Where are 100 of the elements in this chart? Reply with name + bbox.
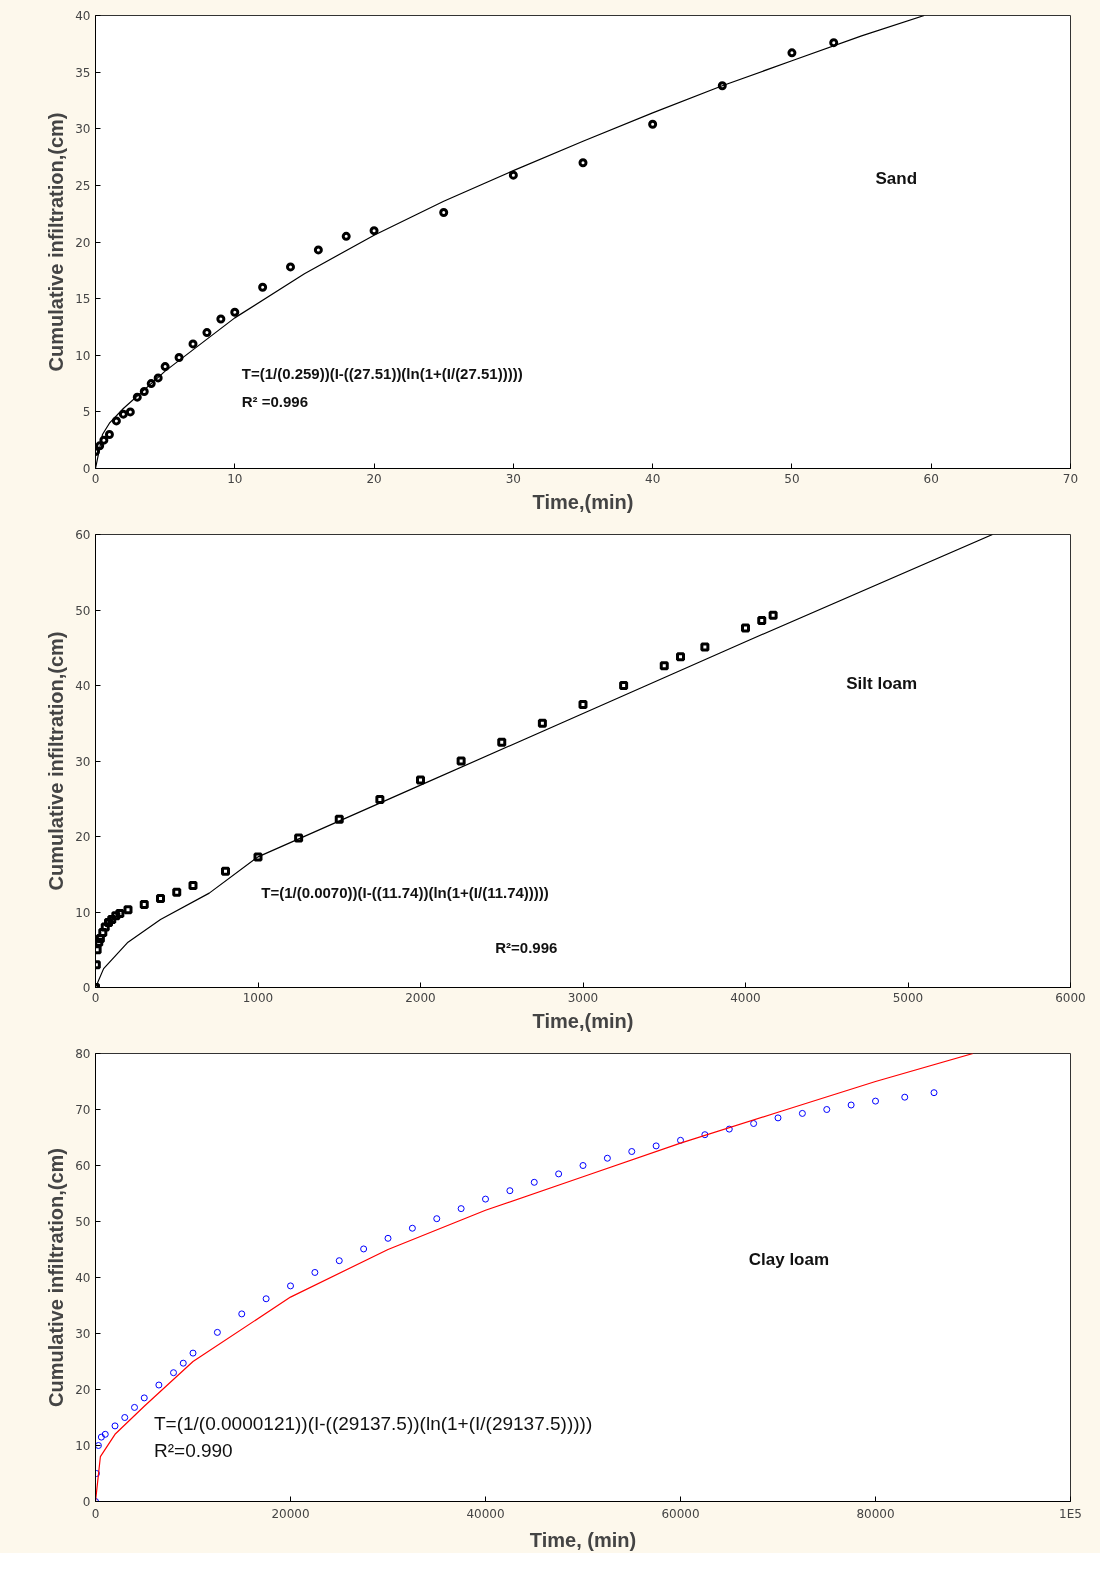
- point: [132, 392, 142, 402]
- y-tick-label: 30: [75, 122, 91, 137]
- annotation: R² =0.996: [241, 392, 309, 410]
- point: [286, 262, 295, 272]
- y-tick-label: 0: [82, 981, 91, 995]
- point: [155, 1381, 163, 1389]
- point: [508, 170, 518, 180]
- point: [125, 407, 135, 417]
- point: [829, 38, 839, 48]
- x-axis-title: Time,(min): [532, 1009, 634, 1032]
- point: [930, 1089, 938, 1097]
- point: [213, 1328, 221, 1336]
- x-tick-label: 70: [1062, 471, 1079, 486]
- y-tick-label: 20: [75, 235, 91, 250]
- annotation: T=(1/(0.0000121))(I-((29137.5))(ln(1+(I/(29137.5))))): [154, 1413, 593, 1435]
- point: [115, 909, 125, 919]
- point: [433, 1215, 441, 1223]
- point: [628, 1148, 636, 1155]
- point: [99, 435, 109, 445]
- point: [101, 1430, 109, 1438]
- y-tick-label: 20: [75, 830, 91, 844]
- x-tick-label: 2000: [405, 990, 436, 1005]
- x-tick-label: 40: [645, 471, 661, 486]
- point: [750, 1120, 758, 1127]
- point: [311, 1268, 319, 1276]
- x-tick-label: 1E5: [1059, 1506, 1082, 1521]
- y-tick-label: 70: [75, 1103, 91, 1117]
- y-tick-label: 10: [75, 905, 91, 920]
- point: [375, 795, 385, 805]
- point: [202, 328, 212, 338]
- x-tick-label: 1000: [242, 990, 274, 1005]
- y-tick-label: 5: [82, 405, 91, 420]
- x-axis-title: Time, (min): [529, 1528, 637, 1551]
- point: [537, 718, 547, 728]
- point: [725, 1125, 733, 1133]
- point: [335, 1257, 343, 1265]
- point: [139, 899, 149, 909]
- x-tick-label: 50: [784, 471, 800, 486]
- point: [787, 48, 797, 58]
- point: [104, 430, 114, 440]
- point: [555, 1170, 563, 1178]
- point: [369, 226, 379, 236]
- point: [901, 1093, 909, 1101]
- y-axis-title: Cumulative infiltration,(cm): [45, 631, 68, 891]
- point: [118, 409, 128, 419]
- point: [530, 1178, 538, 1186]
- point: [700, 642, 710, 652]
- point: [140, 1394, 148, 1402]
- point: [648, 119, 658, 129]
- y-tick-label: 10: [75, 1439, 91, 1453]
- x-tick-label: 5000: [892, 990, 924, 1005]
- x-tick-label: 10: [227, 471, 243, 486]
- point: [334, 814, 344, 824]
- point: [153, 373, 163, 383]
- annotation: Silt loam: [846, 674, 918, 694]
- point: [341, 231, 351, 241]
- y-tick-label: 15: [75, 292, 91, 307]
- x-tick-label: 20000: [271, 1506, 310, 1521]
- y-tick-label: 60: [75, 528, 91, 542]
- point: [188, 881, 198, 891]
- y-axis-title: Cumulative infiltration,(cm): [45, 1148, 68, 1407]
- point: [111, 1422, 119, 1430]
- point: [313, 245, 323, 255]
- point: [95, 1442, 102, 1449]
- annotation: Sand: [875, 168, 918, 188]
- point: [160, 362, 170, 372]
- y-tick-label: 60: [75, 1159, 91, 1173]
- point: [768, 610, 778, 620]
- y-tick-label: 50: [75, 1215, 91, 1229]
- annotation: Clay loam: [748, 1249, 830, 1269]
- annotation: R²=0.990: [154, 1440, 233, 1462]
- x-tick-label: 80000: [856, 1506, 895, 1521]
- y-tick-label: 30: [75, 1327, 91, 1341]
- point: [360, 1245, 368, 1253]
- point: [408, 1224, 416, 1232]
- y-tick-label: 20: [75, 1383, 91, 1397]
- x-axis-title: Time,(min): [532, 490, 634, 513]
- x-tick-label: 4000: [730, 990, 761, 1005]
- point: [457, 1205, 465, 1213]
- x-tick-label: 40000: [466, 1506, 505, 1521]
- x-tick-label: 60000: [661, 1506, 700, 1521]
- point: [111, 416, 121, 426]
- point: [95, 441, 105, 451]
- annotation: T=(1/(0.0070))(I-((11.74))(ln(1+(I/(11.74))))): [261, 884, 549, 902]
- point: [188, 339, 198, 349]
- y-tick-label: 40: [75, 9, 91, 23]
- x-tick-label: 60: [923, 471, 939, 486]
- x-tick-label: 3000: [567, 990, 599, 1005]
- x-tick-label: 30: [505, 471, 521, 486]
- y-tick-label: 10: [75, 348, 91, 363]
- point: [253, 852, 263, 862]
- point: [506, 1187, 514, 1195]
- point: [216, 314, 226, 324]
- point: [659, 661, 669, 671]
- y-tick-label: 30: [75, 754, 91, 769]
- point: [139, 387, 149, 396]
- point: [258, 282, 268, 292]
- point: [262, 1295, 270, 1303]
- y-tick-label: 40: [75, 679, 91, 693]
- point: [578, 158, 588, 168]
